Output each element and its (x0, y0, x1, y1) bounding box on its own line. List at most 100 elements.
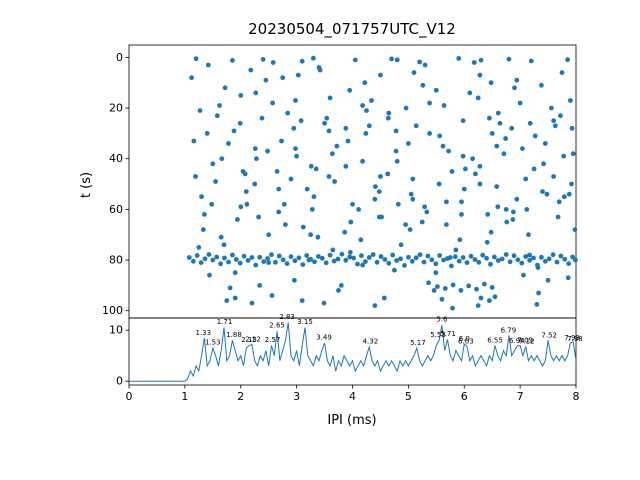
scatter-point (235, 217, 240, 222)
scatter-point (311, 55, 316, 61)
scatter-point (386, 110, 392, 116)
scatter-point (460, 118, 466, 124)
scatter-point (237, 120, 243, 126)
scatter-point (210, 257, 216, 263)
scatter-point (359, 253, 364, 259)
scatter-point (351, 255, 356, 261)
scatter-point (210, 161, 216, 167)
scatter-point (197, 108, 203, 113)
peak-annotation: 6.94 (509, 337, 525, 345)
x-tick-label: 4 (349, 390, 356, 403)
scatter-point (238, 93, 244, 98)
scatter-point (348, 219, 354, 225)
scatter-point (558, 113, 563, 119)
scatter-point (327, 95, 333, 101)
scatter-point (473, 171, 478, 177)
scatter-point (280, 75, 286, 81)
scatter-point (409, 258, 415, 264)
chart-title: 20230504_071757UTC_V12 (248, 20, 456, 39)
peak-annotation: 6.0 (459, 335, 470, 343)
scatter-point (427, 100, 432, 106)
scatter-point (393, 128, 399, 134)
peak-annotation: 1.33 (196, 329, 212, 337)
scatter-point (376, 214, 382, 220)
scatter-point (214, 113, 220, 119)
scatter-point (526, 232, 531, 238)
scatter-point (561, 153, 567, 159)
line-series (129, 322, 577, 382)
scatter-point (385, 115, 391, 121)
scatter-point (308, 256, 313, 262)
scatter-point (343, 125, 349, 131)
scatter-point (463, 166, 468, 172)
scatter-point (378, 72, 383, 78)
scatter-point (398, 256, 403, 262)
y-tick-label: 100 (102, 304, 123, 317)
scatter-point (226, 141, 231, 146)
scatter-point (191, 138, 197, 144)
scatter-point (356, 207, 361, 212)
scatter-point (566, 261, 572, 266)
peak-annotation: 2.57 (265, 336, 281, 344)
scatter-point (531, 166, 537, 172)
scatter-point (551, 118, 556, 124)
scatter-point (280, 257, 286, 263)
scatter-point (549, 105, 554, 111)
scatter-point (266, 260, 272, 265)
scatter-point (408, 191, 414, 197)
scatter-point (226, 259, 231, 265)
scatter-point (232, 295, 238, 301)
scatter-point (252, 181, 258, 187)
scatter-point (509, 125, 515, 131)
scatter-point (293, 146, 298, 152)
x-tick-label: 2 (237, 390, 244, 403)
y-tick-label: 80 (109, 254, 123, 267)
scatter-point (360, 262, 365, 268)
scatter-point (291, 125, 297, 131)
scatter-point (519, 260, 525, 266)
scatter-point (467, 90, 473, 96)
scatter-point (561, 194, 567, 200)
scatter-point (213, 179, 219, 184)
scatter-point (484, 239, 490, 245)
scatter-point (527, 257, 532, 263)
scatter-point (253, 90, 259, 96)
scatter-point (249, 300, 255, 306)
scatter-point (394, 158, 400, 164)
scatter-point (374, 259, 380, 265)
scatter-point (559, 70, 565, 75)
scatter-point (495, 204, 501, 210)
scatter-point (517, 100, 523, 106)
scatter-point (279, 138, 284, 144)
scatter-point (376, 189, 382, 195)
scatter-point (339, 251, 345, 257)
scatter-point (257, 254, 263, 260)
scatter-point (478, 57, 484, 63)
scatter-point (435, 284, 440, 289)
scatter-point (378, 254, 384, 259)
peak-annotation: 2.65 (269, 322, 285, 330)
scatter-point (237, 260, 243, 266)
scatter-point (276, 209, 282, 215)
scatter-point (488, 261, 493, 267)
scatter-point (238, 204, 244, 210)
scatter-point (495, 110, 501, 116)
scatter-point (484, 255, 489, 261)
scatter-point (293, 98, 298, 103)
peak-annotation: 7.98 (567, 335, 583, 343)
scatter-point (350, 201, 355, 207)
scatter-point (450, 282, 456, 288)
scatter-point (475, 303, 481, 308)
scatter-point (562, 256, 568, 262)
scatter-point (417, 252, 423, 258)
peak-annotation: 7.52 (541, 331, 557, 339)
scatter-point (327, 252, 333, 258)
scatter-point (288, 254, 294, 260)
scatter-point (398, 242, 404, 248)
scatter-point (352, 57, 358, 63)
scatter-point (482, 281, 487, 287)
scatter-point (427, 131, 432, 136)
scatter-point (433, 87, 439, 93)
